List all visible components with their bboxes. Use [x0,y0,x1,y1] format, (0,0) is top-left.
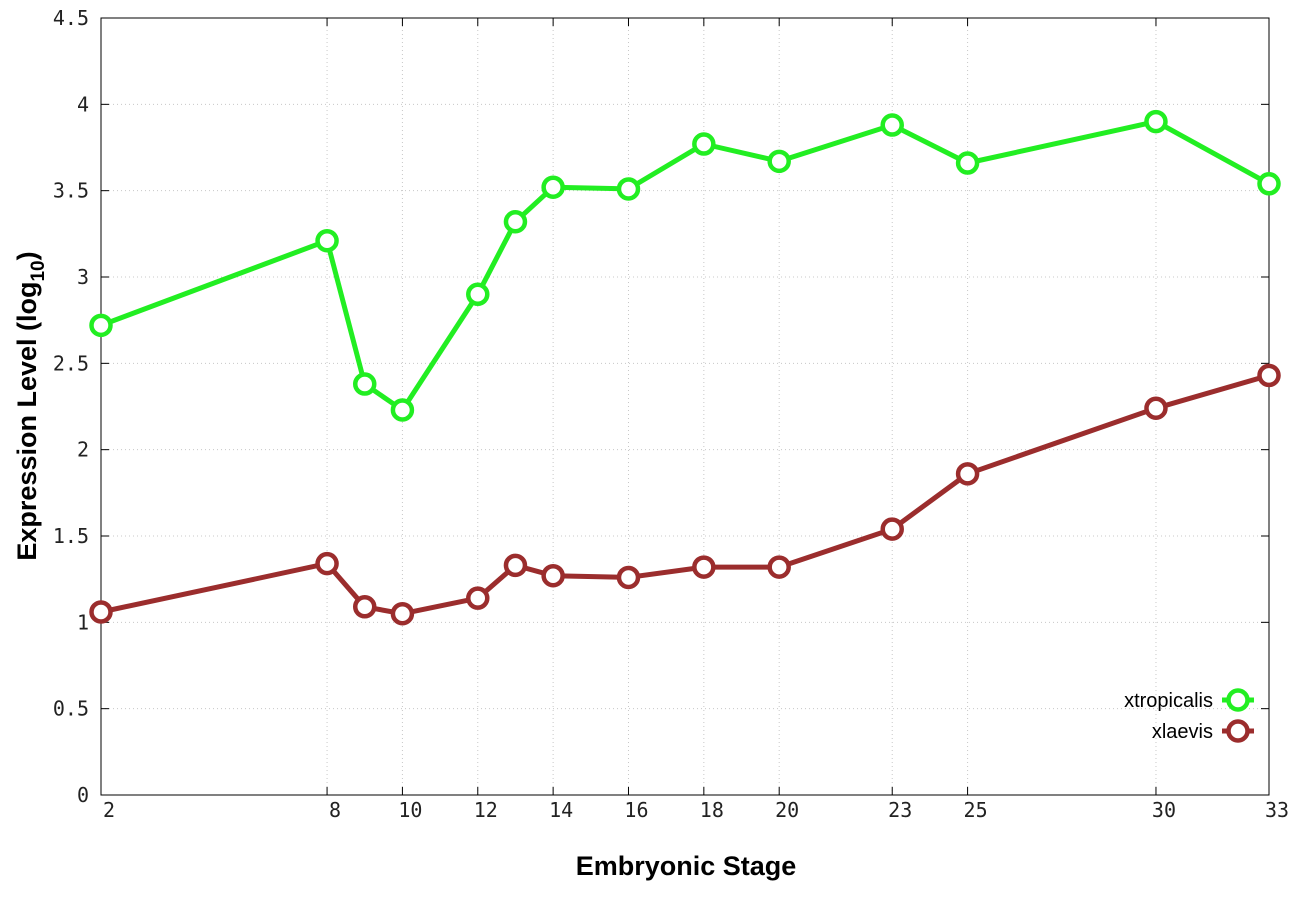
y-tick-label: 2.5 [53,351,89,375]
x-tick-label: 2 [103,798,115,822]
series-line-xlaevis [100,372,1270,617]
data-point [541,175,565,199]
data-point [767,149,791,174]
y-axis-title-main: Expression Level (log [12,282,42,561]
legend-label: xtropicalis [1124,690,1213,712]
data-point [880,517,904,541]
series-xlaevis [89,363,1281,626]
y-axis-title-close: ) [12,251,42,260]
series-xtropicalis [89,109,1281,422]
data-point [692,555,716,579]
x-tick-label: 10 [398,798,422,822]
series-layer [89,109,1281,626]
legend-entry-xlaevis: xlaevis [1152,719,1254,743]
data-point [352,372,377,396]
plot-frame [100,17,1270,796]
data-point [767,555,791,579]
x-tick-label: 14 [549,798,573,822]
data-point [1257,363,1281,388]
x-tick-label: 33 [1265,798,1289,822]
data-point [466,282,490,307]
x-tick-label: 23 [888,798,912,822]
y-axis-title: Expression Level (log10) [12,251,49,560]
x-tick-label: 30 [1152,798,1176,822]
legend-marker [1226,688,1250,712]
series-line-xtropicalis [100,119,1271,413]
data-point [616,565,641,590]
data-point [616,177,641,201]
data-point [315,228,339,253]
data-point [503,553,528,578]
data-point [89,313,113,338]
y-tick-label: 1 [77,610,89,634]
legend-marker [1226,719,1250,743]
data-point [955,462,980,486]
x-axis-title: Embryonic Stage [576,851,797,881]
data-point [89,600,113,624]
data-point [390,398,415,422]
y-tick-label: 4 [77,92,89,116]
data-point [880,113,904,137]
x-tick-label: 25 [964,798,988,822]
y-tick-label: 1.5 [53,524,89,548]
y-tick-label: 0 [77,783,89,807]
data-point [1144,109,1168,134]
data-point [315,551,339,576]
x-tick-label: 20 [775,798,799,822]
data-point [955,151,980,175]
y-axis-ticks: 0 0.5 1 1.5 2 2.5 3 3.5 4 4.5 [53,6,1269,807]
x-tick-label: 18 [700,798,724,822]
x-tick-label: 8 [329,798,341,822]
legend-label: xlaevis [1152,721,1213,743]
x-tick-label: 16 [624,798,648,822]
data-point [466,586,490,610]
y-tick-label: 3.5 [53,179,89,203]
data-point [692,132,716,156]
y-tick-label: 4.5 [53,6,89,30]
x-axis-ticks: 2 8 10 12 14 16 18 20 23 25 30 33 [100,18,1289,822]
y-tick-label: 0.5 [53,697,89,721]
x-tick-label: 12 [474,798,498,822]
legend-entry-xtropicalis: xtropicalis [1124,688,1254,712]
y-tick-label: 2 [77,438,89,462]
legend: xtropicalis xlaevis [1124,688,1254,743]
data-point [1257,172,1281,196]
y-axis-title-subscript: 10 [28,260,49,281]
data-point [541,563,565,588]
y-tick-label: 3 [77,265,89,289]
data-point [503,209,528,234]
data-point [352,595,377,619]
data-point [1144,396,1168,420]
data-point [390,601,415,626]
